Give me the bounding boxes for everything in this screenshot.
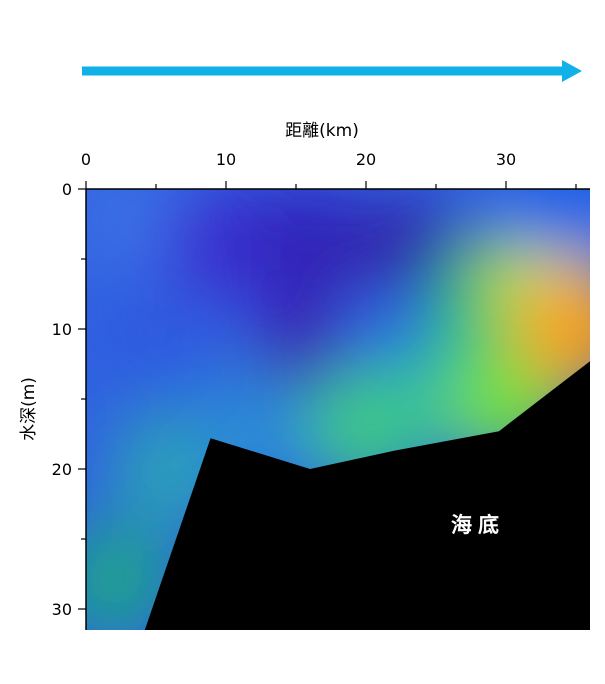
seabed-polygon <box>144 361 591 630</box>
direction-arrow <box>82 60 582 82</box>
y-tick-label: 20 <box>52 460 72 479</box>
field-sample-2 <box>166 189 286 305</box>
field-sample-13 <box>86 521 174 630</box>
x-ticks: 0 10 20 30 <box>81 150 577 189</box>
temperature-field <box>86 189 590 630</box>
seabed-label: 海底 <box>451 513 505 537</box>
x-tick-label: 10 <box>216 150 236 169</box>
y-tick-label: 0 <box>62 180 72 199</box>
y-tick-label: 30 <box>52 600 72 619</box>
field-sample-11 <box>516 269 590 389</box>
y-axis-title: 水深(m) <box>19 377 39 441</box>
field-sample-12 <box>502 189 590 261</box>
x-tick-label: 20 <box>356 150 376 169</box>
direction-arrow-head <box>562 60 582 82</box>
x-tick-label: 30 <box>496 150 516 169</box>
field-sample-0 <box>86 189 188 277</box>
x-tick-label: 0 <box>81 150 91 169</box>
y-ticks: 0 10 20 30 <box>52 180 86 619</box>
x-axis-title: 距離(km) <box>285 121 359 141</box>
field-sample-3 <box>250 189 370 305</box>
field-sample-1 <box>96 269 216 389</box>
y-tick-label: 10 <box>52 320 72 339</box>
